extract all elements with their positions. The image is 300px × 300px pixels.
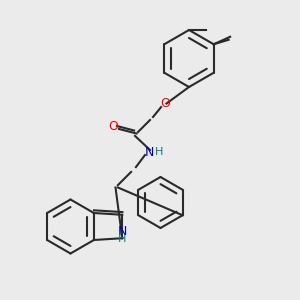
Text: O: O [108,119,118,133]
Text: H: H [155,147,163,157]
Text: N: N [144,146,154,159]
Text: O: O [160,97,170,110]
Text: N: N [118,225,127,239]
Text: H: H [118,234,126,244]
